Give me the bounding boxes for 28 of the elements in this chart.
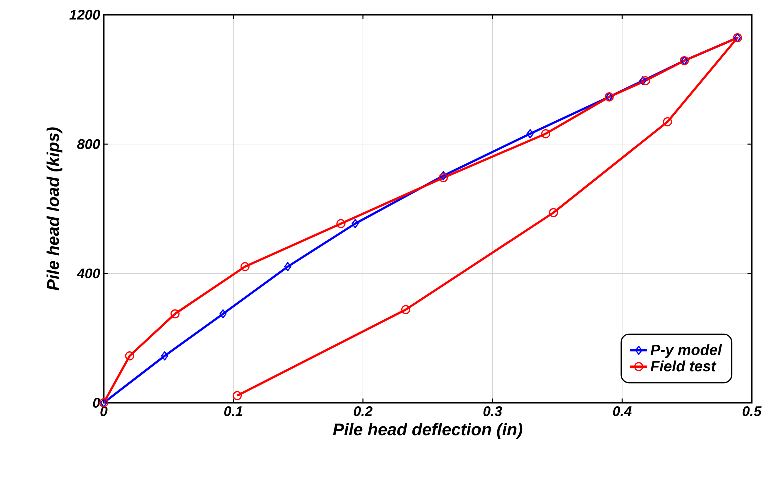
point — [161, 352, 168, 361]
legend-label: P-y model — [650, 344, 722, 358]
point — [170, 310, 180, 319]
point — [663, 117, 672, 127]
point — [640, 76, 647, 86]
point — [220, 310, 227, 319]
point — [352, 219, 360, 228]
y-tick-label: 400 — [76, 268, 100, 279]
point — [284, 262, 292, 272]
point — [549, 208, 558, 218]
y-tick-label: 1200 — [70, 10, 100, 20]
point — [125, 352, 135, 361]
point — [401, 305, 411, 314]
x-axis-title: Pile head deflection (in) — [333, 423, 523, 440]
point — [526, 129, 534, 139]
point — [641, 76, 650, 86]
point — [240, 262, 250, 272]
x-tick-label: 0.4 — [613, 406, 632, 416]
point — [541, 129, 551, 139]
x-tick-label: 0.2 — [354, 406, 373, 416]
y-tick-label: 800 — [77, 139, 100, 150]
x-tick-label: 0.1 — [224, 406, 243, 416]
x-tick-label: 0.5 — [742, 406, 762, 416]
x-tick-label: 0.3 — [484, 406, 502, 416]
point — [336, 219, 346, 228]
legend-label: Field test — [650, 360, 717, 372]
point — [232, 391, 242, 400]
y-axis-title: Pile head load (kips) — [46, 128, 63, 291]
